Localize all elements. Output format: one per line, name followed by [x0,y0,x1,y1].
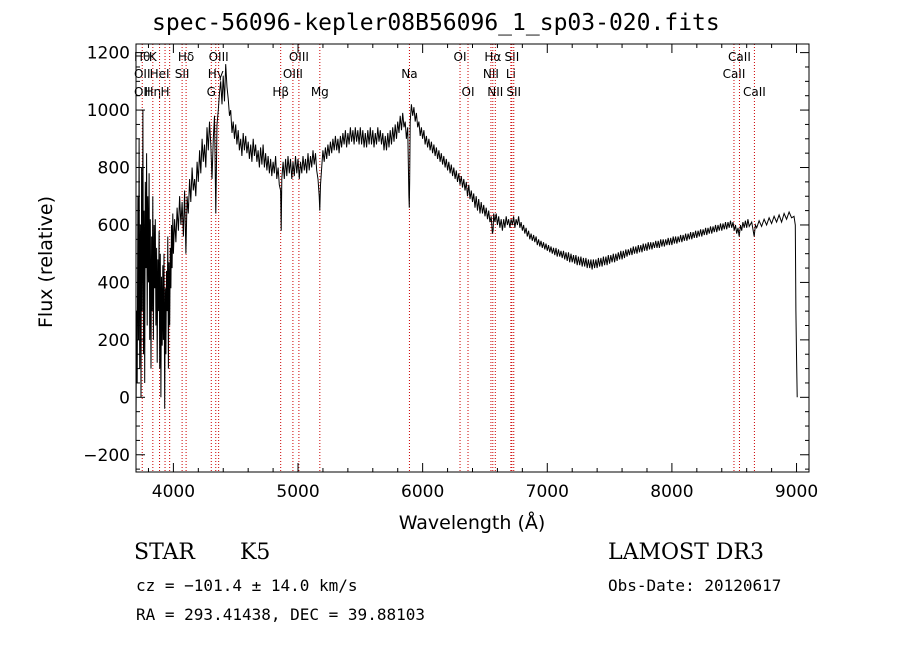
y-axis-label: Flux (relative) [35,196,57,328]
x-axis-ticks: 4000 5000 6000 7000 8000 9000 [147,44,818,502]
line-marker-label: NII [487,85,503,99]
coordinates: RA = 293.41438, DEC = 39.88103 [136,605,425,624]
object-subclass: K5 [240,540,271,565]
line-marker-label: OIII [209,50,229,64]
line-marker-label: Mg [311,85,329,99]
spectrum-line [135,64,798,427]
x-tick-label: 4000 [152,482,195,502]
observation-date: Obs-Date: 20120617 [608,576,782,595]
chart-title: spec-56096-kepler08B56096_1_sp03-020.fit… [152,10,720,36]
line-markers: HθOIIOIIKHηHeIHSIIHδGHγOIIIHβOIIIOIIIMgN… [134,44,766,472]
line-marker-label: OIII [289,50,309,64]
survey-name: LAMOST DR3 [608,540,764,565]
line-marker-label: SII [506,85,521,99]
line-marker-label: Li [506,67,516,81]
x-tick-label: 5000 [276,482,319,502]
line-marker-label: OI [454,50,467,64]
y-tick-label: 600 [98,216,130,236]
line-marker-label: OII [134,67,151,81]
y-tick-label: 1000 [87,101,130,121]
line-marker-label: SII [505,50,520,64]
line-marker-label: SII [175,67,190,81]
y-tick-label: 800 [98,159,130,179]
line-marker-label: K [149,50,158,64]
y-tick-label: 200 [98,331,130,351]
x-tick-label: 6000 [401,482,444,502]
line-marker-label: G [207,85,216,99]
y-axis-ticks: −200 0 200 400 600 800 1000 1200 [83,44,809,470]
line-marker-label: OI [462,85,475,99]
y-tick-label: 0 [119,388,130,408]
x-tick-label: 7000 [526,482,569,502]
y-tick-label: 400 [98,273,130,293]
x-tick-label: 8000 [650,482,693,502]
line-marker-label: Hθ [134,50,150,64]
line-marker-label: Hβ [272,85,289,99]
x-axis-label: Wavelength (Å) [399,511,546,534]
line-marker-label: OIII [283,67,303,81]
y-tick-label: 1200 [87,44,130,64]
line-marker-label: Na [401,67,417,81]
line-marker-label: Hγ [208,67,224,81]
y-tick-label: −200 [83,446,130,466]
object-class: STAR [134,540,195,565]
line-marker-label: Hδ [178,50,194,64]
line-marker-label: CaII [728,50,751,64]
line-marker-label: CaII [723,67,746,81]
redshift-cz: cz = −101.4 ± 14.0 km/s [136,576,358,595]
plot-frame [135,43,810,473]
line-marker-label: NII [483,67,499,81]
x-tick-label: 9000 [775,482,818,502]
line-marker-label: Hη [145,85,162,99]
line-marker-label: CaII [743,85,766,99]
line-marker-label: H [161,85,170,99]
line-marker-label: Hα [484,50,501,64]
line-marker-label: HeI [150,67,170,81]
